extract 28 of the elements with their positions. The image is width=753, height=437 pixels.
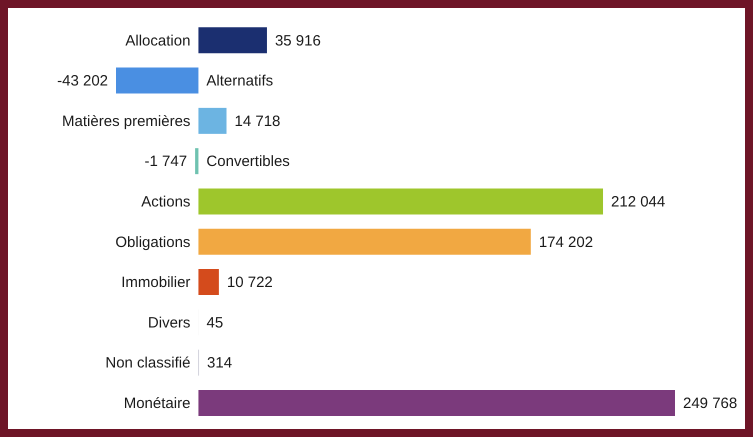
data-label: 45 (206, 314, 224, 332)
y-tick-label: Divers (148, 314, 190, 332)
data-label: 10 722 (226, 274, 273, 292)
y-tick-label: Non classifié (105, 354, 190, 372)
y-tick-label: Matières premières (62, 112, 190, 130)
bar (198, 108, 227, 134)
data-label: 314 (207, 354, 232, 372)
y-tick-label: Obligations (115, 234, 190, 251)
bar (116, 68, 198, 94)
y-tick-label: Actions (141, 193, 190, 210)
data-label: 249 768 (683, 394, 738, 412)
data-label: 14 718 (234, 112, 280, 130)
bar (198, 390, 675, 416)
y-tick-label: Alternatifs (206, 72, 274, 90)
data-label: 212 044 (611, 193, 666, 210)
data-label: -1 747 (144, 153, 188, 170)
y-tick-label: Monétaire (124, 394, 190, 412)
bar (198, 228, 531, 255)
data-label: 174 202 (538, 234, 594, 251)
y-tick-label: Allocation (125, 32, 190, 50)
y-tick-label: Immobilier (121, 274, 190, 292)
data-label: -43 202 (57, 72, 108, 90)
bar (198, 269, 219, 296)
bar (198, 27, 267, 54)
y-tick-label: Convertibles (206, 153, 290, 170)
bar (198, 188, 604, 214)
bar (195, 148, 198, 174)
data-label: 35 916 (274, 32, 321, 50)
